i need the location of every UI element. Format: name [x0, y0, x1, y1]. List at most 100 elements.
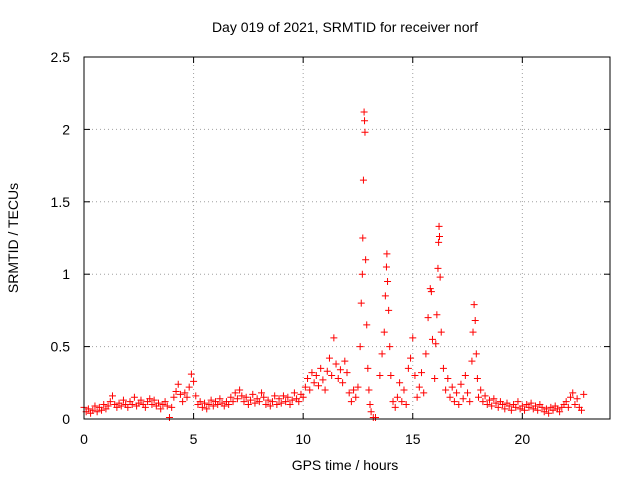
data-point-plus [343, 369, 351, 377]
data-point-plus [190, 377, 198, 385]
data-point-plus [578, 406, 586, 414]
data-point-plus [236, 386, 244, 394]
data-point-plus [436, 273, 444, 281]
data-point-plus [161, 398, 169, 406]
data-point-plus [336, 366, 344, 374]
data-point-plus [376, 372, 384, 380]
data-point-plus [479, 398, 487, 406]
data-point-plus [501, 405, 509, 413]
y-tick-label: 2.5 [51, 49, 71, 65]
data-point-plus [435, 222, 443, 230]
data-point-plus [183, 393, 191, 401]
data-point-plus [198, 403, 206, 411]
data-point-plus [393, 393, 401, 401]
data-point-plus [367, 408, 375, 416]
data-point-plus [378, 350, 386, 358]
data-point-plus [525, 403, 533, 411]
data-point-plus [203, 405, 211, 413]
data-point-plus [157, 405, 165, 413]
data-point-plus [468, 357, 476, 365]
data-point-plus [411, 372, 419, 380]
x-tick-label: 10 [295, 431, 311, 447]
y-tick-label: 1 [62, 266, 70, 282]
data-point-plus [100, 401, 108, 409]
data-point-plus [174, 380, 182, 388]
data-point-plus [413, 393, 421, 401]
data-point-plus [580, 390, 588, 398]
data-point-plus [464, 389, 472, 397]
data-point-plus [382, 263, 390, 271]
data-point-plus [192, 392, 200, 400]
x-tick-label: 20 [515, 431, 531, 447]
data-point-plus [366, 401, 374, 409]
data-point-plus [279, 392, 287, 400]
data-point-plus [310, 379, 318, 387]
data-point-plus [363, 321, 371, 329]
data-point-plus [341, 357, 349, 365]
data-point-plus [207, 396, 215, 404]
y-tick-label: 0.5 [51, 339, 71, 355]
data-point-plus [415, 383, 423, 391]
data-point-plus [420, 389, 428, 397]
data-point-plus [179, 398, 187, 406]
data-point-plus [466, 398, 474, 406]
data-point-plus [418, 369, 426, 377]
data-point-plus [286, 401, 294, 409]
data-point-plus [391, 403, 399, 411]
data-point-plus [428, 335, 436, 343]
data-point-plus [507, 406, 515, 414]
data-point-plus [359, 234, 367, 242]
data-point-plus [328, 372, 336, 380]
data-point-plus [400, 386, 408, 394]
data-point-plus [485, 396, 493, 404]
data-point-plus [181, 389, 189, 397]
data-point-plus [352, 393, 360, 401]
x-axis-label: GPS time / hours [292, 457, 399, 473]
data-point-plus [453, 389, 461, 397]
data-point-plus [434, 264, 442, 272]
data-point-plus [104, 402, 112, 410]
data-point-plus [196, 398, 204, 406]
data-point-plus [108, 392, 116, 400]
data-point-plus [538, 403, 546, 411]
data-point-plus [459, 395, 467, 403]
data-point-plus [168, 403, 176, 411]
data-point-plus [407, 354, 415, 362]
data-point-plus [240, 398, 248, 406]
data-point-plus [216, 395, 224, 403]
data-point-plus [98, 406, 106, 414]
data-point-plus [148, 401, 156, 409]
data-point-plus [205, 401, 213, 409]
data-point-plus [229, 398, 237, 406]
data-point-plus [432, 340, 440, 348]
data-point-plus [209, 402, 217, 410]
data-point-plus [492, 399, 500, 407]
data-point-plus [365, 386, 373, 394]
data-point-plus [499, 401, 507, 409]
data-point-plus [128, 401, 136, 409]
data-point-plus [255, 398, 263, 406]
data-point-plus [225, 401, 233, 409]
x-tick-label: 15 [405, 431, 421, 447]
data-point-plus [545, 409, 553, 417]
data-point-plus [562, 398, 570, 406]
data-point-plus [268, 398, 276, 406]
data-point-plus [470, 301, 478, 309]
data-point-plus [409, 334, 417, 342]
y-tick-label: 2 [62, 121, 70, 137]
data-point-plus [567, 393, 575, 401]
data-point-plus [386, 343, 394, 351]
data-point-plus [556, 408, 564, 416]
y-axis-label: SRMTID / TECUs [5, 183, 21, 293]
data-point-plus [176, 390, 184, 398]
data-point-plus [141, 403, 149, 411]
data-point-plus [124, 403, 132, 411]
data-point-plus [271, 392, 279, 400]
data-point-plus [275, 395, 283, 403]
data-point-plus [448, 383, 456, 391]
data-point-plus [150, 396, 158, 404]
data-point-plus [288, 396, 296, 404]
data-point-plus [571, 401, 579, 409]
data-point-plus [534, 406, 542, 414]
data-point-plus [356, 343, 364, 351]
